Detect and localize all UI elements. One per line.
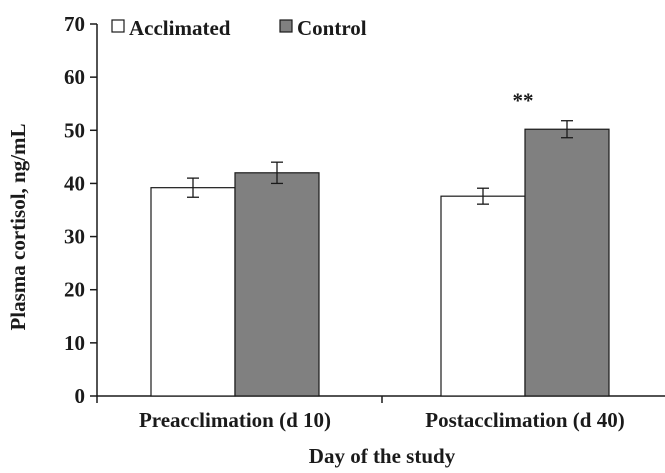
bar-acclimated bbox=[440, 195, 526, 397]
y-tick-label: 30 bbox=[64, 225, 85, 249]
bar-control bbox=[524, 128, 610, 397]
legend-label-control: Control bbox=[297, 16, 367, 40]
bar-acclimated bbox=[150, 187, 236, 397]
y-tick-label: 20 bbox=[64, 278, 85, 302]
x-axis-title: Day of the study bbox=[309, 444, 456, 468]
y-tick-label: 0 bbox=[75, 384, 86, 408]
y-tick-label: 70 bbox=[64, 12, 85, 36]
significance-marker: ** bbox=[513, 89, 534, 113]
y-tick-label: 10 bbox=[64, 331, 85, 355]
x-tick-label: Postacclimation (d 40) bbox=[425, 408, 624, 432]
legend-label-acclimated: Acclimated bbox=[129, 16, 231, 40]
y-axis-title: Plasma cortisol, ng/mL bbox=[6, 123, 30, 330]
legend-swatch-acclimated bbox=[111, 19, 125, 33]
bar-control bbox=[234, 172, 320, 397]
y-tick-label: 60 bbox=[64, 65, 85, 89]
y-tick-label: 50 bbox=[64, 118, 85, 142]
y-tick-label: 40 bbox=[64, 171, 85, 195]
x-tick-label: Preacclimation (d 10) bbox=[139, 408, 331, 432]
legend-swatch-control bbox=[279, 19, 293, 33]
plot-area: 0 10 20 30 40 50 60 70 Preacclimation (d 10) Post… bbox=[64, 12, 665, 432]
